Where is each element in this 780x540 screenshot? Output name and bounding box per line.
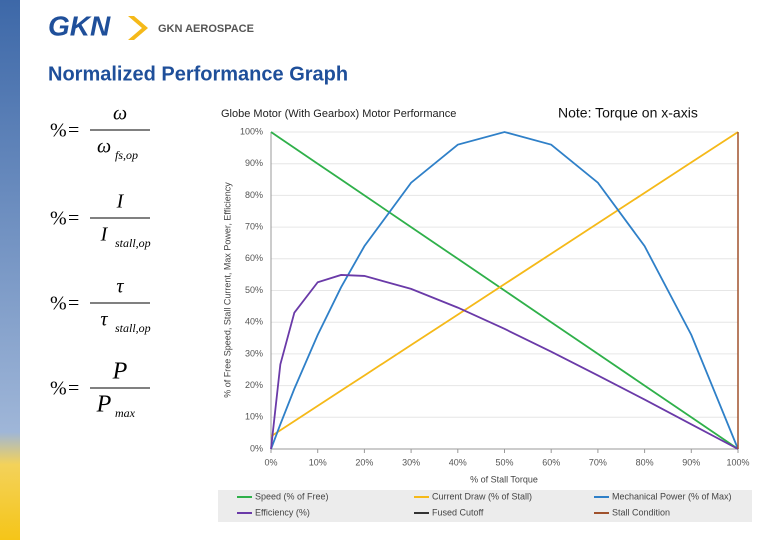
logo-mark: GKN	[48, 10, 111, 41]
x-tick-label: 0%	[264, 457, 277, 467]
note: Note: Torque on x-axis	[558, 105, 698, 121]
formula-denominator: P	[96, 392, 112, 418]
x-tick-label: 80%	[636, 457, 654, 467]
legend-label: Mechanical Power (% of Max)	[612, 491, 732, 501]
x-tick-label: 30%	[402, 457, 420, 467]
logo-chevron	[128, 16, 148, 40]
formula-equals: =	[68, 293, 79, 315]
legend-label: Fused Cutoff	[432, 507, 484, 517]
formula-numerator: ω	[113, 103, 127, 125]
series-line	[270, 131, 739, 450]
formula-numerator: P	[112, 359, 128, 385]
x-tick-label: 40%	[449, 457, 467, 467]
formula-equals: =	[68, 208, 79, 230]
logo-text: GKN AEROSPACE	[158, 23, 254, 35]
x-tick-label: 90%	[682, 457, 700, 467]
x-tick-label: 10%	[309, 457, 327, 467]
series-line	[270, 274, 739, 450]
slide-title: Normalized Performance Graph	[48, 63, 348, 85]
plot: 0% 10% 20% 30% 40% 50% 60% 70% 80% 90% 100% 0% 10% 20…	[237, 126, 750, 517]
formula-equals: =	[68, 378, 79, 400]
y-tick-label: 80%	[245, 190, 263, 200]
formula-lhs: %	[50, 208, 67, 230]
y-tick-label: 40%	[245, 317, 263, 327]
formula-lhs: %	[50, 378, 67, 400]
formula-denominator: τ	[100, 309, 108, 331]
x-tick-label: 100%	[726, 457, 749, 467]
x-tick-label: 70%	[589, 457, 607, 467]
series-line	[270, 131, 739, 450]
y-tick-label: 20%	[245, 380, 263, 390]
formula-subscript: stall,op	[115, 321, 151, 335]
y-tick-label: 50%	[245, 285, 263, 295]
x-axis-label: % of Stall Torque	[470, 474, 538, 484]
y-tick-label: 60%	[245, 253, 263, 263]
y-tick-label: 0%	[250, 443, 263, 453]
y-axis-label: % of Free Speed, Stall Current, Max Powe…	[222, 182, 232, 398]
y-tick-label: 70%	[245, 221, 263, 231]
series-line	[270, 131, 739, 438]
formulas: % =ωω fs,op% =II stall,op% =ττ stall,op% =PP max	[50, 103, 151, 420]
legend-label: Current Draw (% of Stall)	[432, 491, 532, 501]
formula-subscript: max	[115, 406, 136, 420]
formula-denominator: I	[100, 224, 109, 246]
formula-denominator: ω	[97, 136, 111, 158]
legend-label: Speed (% of Free)	[255, 491, 329, 501]
y-tick-label: 10%	[245, 412, 263, 422]
formula-lhs: %	[50, 120, 67, 142]
x-tick-label: 60%	[542, 457, 560, 467]
legend-label: Efficiency (%)	[255, 507, 310, 517]
formula-subscript: stall,op	[115, 236, 151, 250]
formula-lhs: %	[50, 293, 67, 315]
formula-equals: =	[68, 120, 79, 142]
legend-box	[218, 490, 752, 522]
y-tick-label: 90%	[245, 158, 263, 168]
formula-subscript: fs,op	[115, 148, 138, 162]
formula-numerator: τ	[116, 276, 124, 298]
x-tick-label: 50%	[495, 457, 513, 467]
y-tick-label: 30%	[245, 348, 263, 358]
x-tick-label: 20%	[355, 457, 373, 467]
legend-label: Stall Condition	[612, 507, 670, 517]
side-bar	[0, 0, 20, 540]
chart-title: Globe Motor (With Gearbox) Motor Perform…	[221, 108, 456, 120]
formula-numerator: I	[116, 191, 125, 213]
y-tick-label: 100%	[240, 126, 263, 136]
